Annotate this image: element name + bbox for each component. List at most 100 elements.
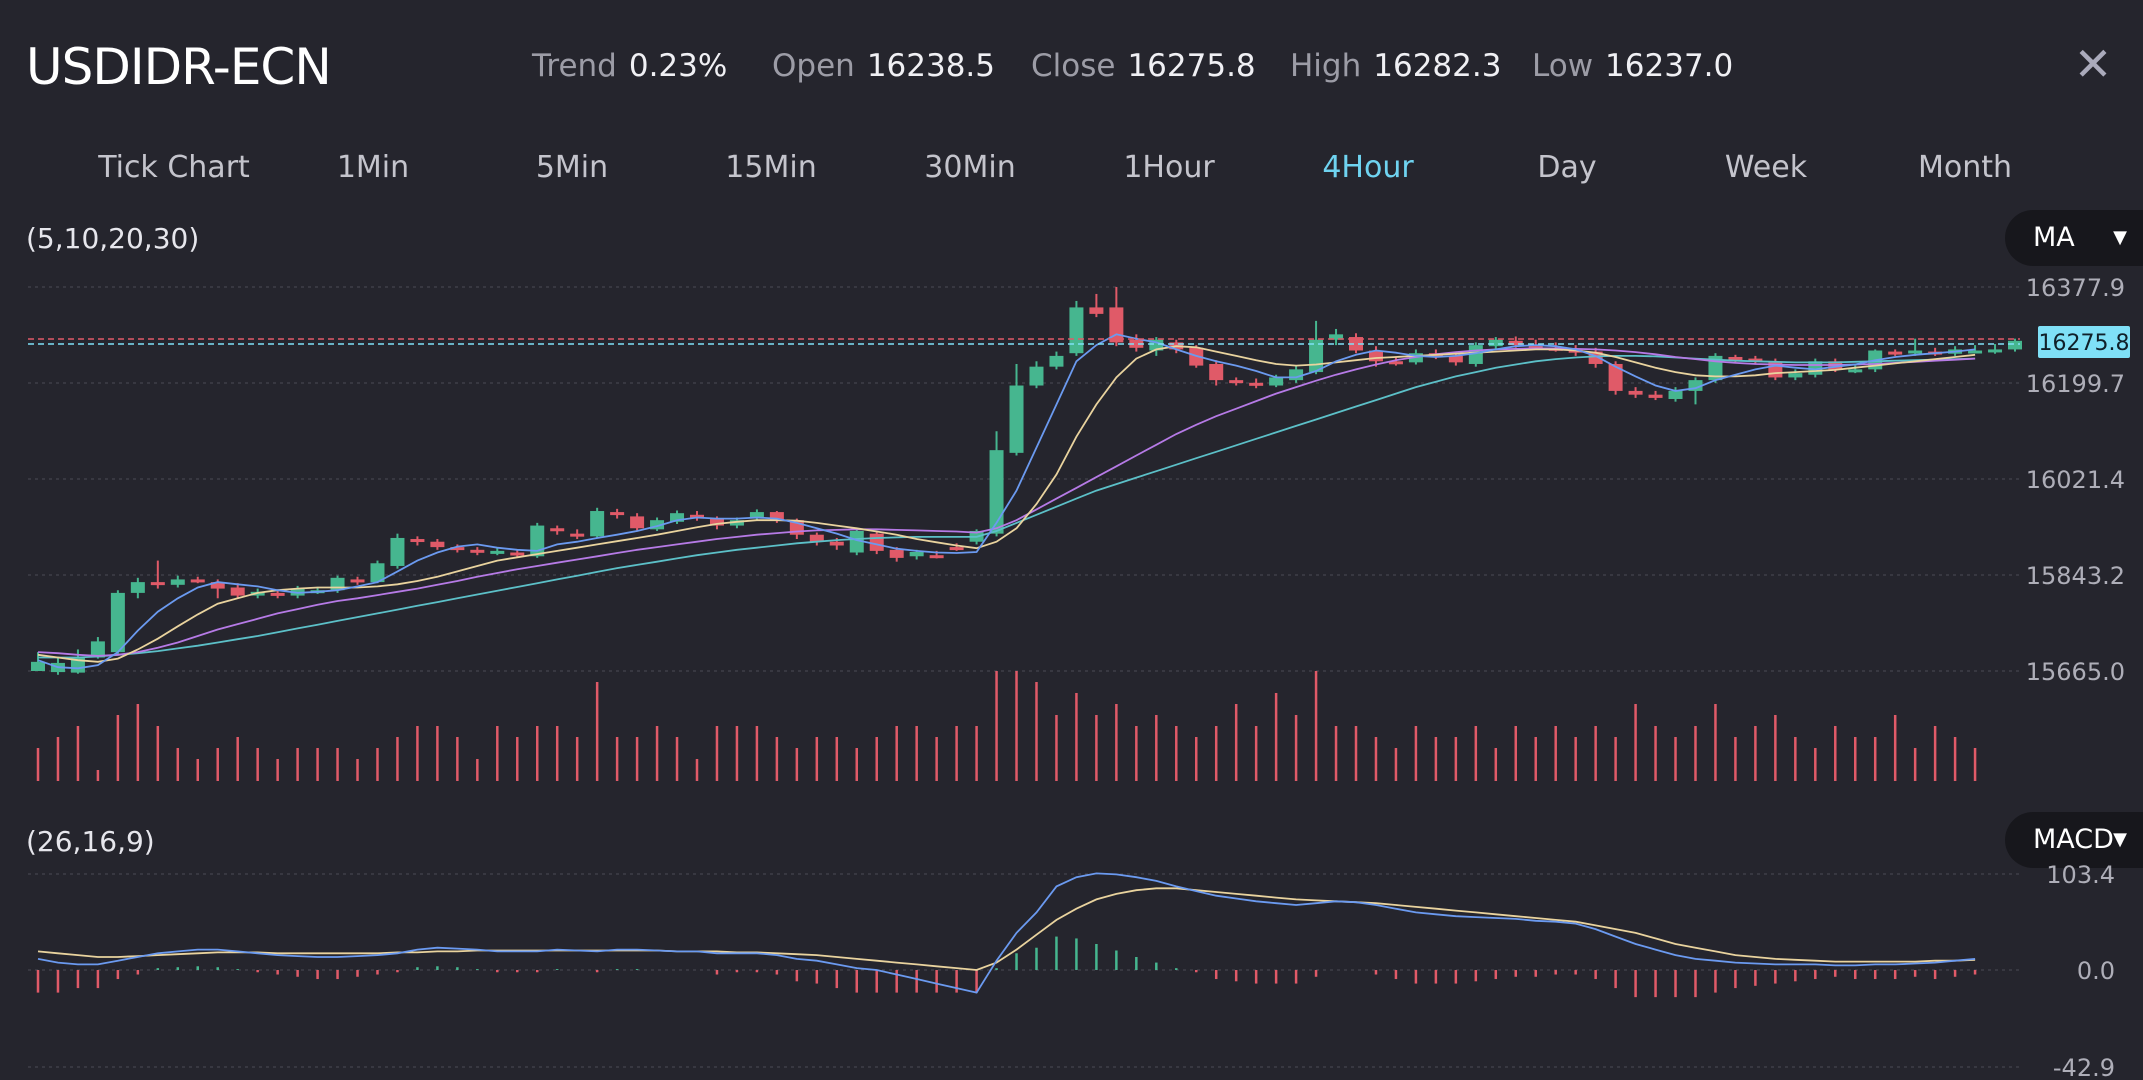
candle-up <box>1468 345 1483 364</box>
high-stat: High 16282.3 <box>1290 48 1501 84</box>
candle-down <box>1189 347 1204 366</box>
candle-up <box>50 662 65 673</box>
candle-down <box>1089 307 1104 314</box>
candle-up <box>1968 350 1983 354</box>
chart-header: USDIDR-ECN Trend 0.23% Open 16238.5 Close 1… <box>0 0 2143 185</box>
symbol-title: USDIDR-ECN <box>26 38 332 96</box>
tab-1min[interactable]: 1Min <box>336 150 410 185</box>
tab-30min[interactable]: 30Min <box>924 150 1016 185</box>
candle-down <box>1508 340 1523 346</box>
macd-params: (26,16,9) <box>26 825 155 858</box>
candle-down <box>430 541 445 548</box>
tab-1hour[interactable]: 1Hour <box>1123 150 1215 185</box>
candle-down <box>630 516 645 529</box>
trend-stat: Trend 0.23% <box>532 48 727 84</box>
candle-up <box>1408 353 1423 363</box>
price-tick-label: 16021.4 <box>2026 466 2125 494</box>
candle-up <box>1688 380 1703 391</box>
candle-up <box>729 520 744 526</box>
candle-down <box>1728 356 1743 360</box>
candle-up <box>909 551 924 557</box>
candle-up <box>1049 355 1064 367</box>
candle-up <box>849 530 864 553</box>
candle-up <box>1848 369 1863 373</box>
ma10-line <box>37 345 1976 663</box>
timeframe-tabs: Tick Chart 1Min 5Min 15Min 30Min 1Hour 4… <box>0 150 2030 190</box>
macd-dif-line <box>37 872 1976 994</box>
tab-day[interactable]: Day <box>1537 150 1597 185</box>
candle-up <box>250 591 265 596</box>
candle-up <box>330 577 345 591</box>
tab-tick-chart[interactable]: Tick Chart <box>98 150 250 185</box>
ma-selector-label: MA <box>2033 222 2075 253</box>
candle-down <box>929 555 944 559</box>
candle-up <box>31 661 45 671</box>
open-label: Open <box>772 48 855 84</box>
tab-15min[interactable]: 15Min <box>725 150 817 185</box>
candle-up <box>1009 385 1024 453</box>
candle-down <box>889 549 904 558</box>
ma20-line <box>37 347 1976 657</box>
candle-down <box>869 533 884 551</box>
open-value: 16238.5 <box>866 48 996 84</box>
candle-down <box>1249 382 1264 386</box>
candle-down <box>610 512 625 516</box>
candle-up <box>290 588 305 596</box>
candle-down <box>410 539 425 543</box>
candle-down <box>450 547 465 551</box>
macd-selector-label: MACD <box>2033 824 2114 855</box>
candle-up <box>530 525 545 557</box>
low-label: Low <box>1532 48 1594 84</box>
candle-down <box>1388 361 1403 365</box>
macd-selector[interactable]: MACD ▼ <box>2005 812 2143 868</box>
candle-down <box>1169 342 1184 350</box>
candle-down <box>1448 355 1463 363</box>
candle-up <box>370 563 385 583</box>
candle-up <box>1289 369 1304 381</box>
ma-params: (5,10,20,30) <box>26 222 200 255</box>
tab-week[interactable]: Week <box>1724 150 1808 185</box>
tab-5min[interactable]: 5Min <box>535 150 609 185</box>
candle-down <box>1129 339 1144 348</box>
candle-down <box>949 547 964 551</box>
candle-down <box>1229 380 1244 384</box>
close-button[interactable]: ✕ <box>2069 40 2117 88</box>
candle-up <box>749 512 764 519</box>
candle-up <box>1329 334 1344 340</box>
candle-up <box>1988 349 2003 353</box>
candle-up <box>490 550 505 554</box>
candle-up <box>650 520 665 530</box>
candle-up <box>1488 339 1503 347</box>
high-value: 16282.3 <box>1373 48 1502 84</box>
candle-up <box>310 590 325 594</box>
candle-up <box>1868 350 1883 370</box>
ma-selector[interactable]: MA ▼ <box>2005 210 2143 266</box>
candle-up <box>110 592 125 653</box>
candle-down <box>270 592 285 596</box>
candle-up <box>1309 339 1324 373</box>
macd-tick-label: 0.0 <box>2077 957 2115 985</box>
candle-up <box>170 579 185 585</box>
trend-label: Trend <box>532 48 617 84</box>
candle-down <box>1828 361 1843 370</box>
candle-down <box>1368 350 1383 362</box>
candle-down <box>769 512 784 521</box>
candle-down <box>1748 358 1763 362</box>
candle-up <box>130 582 145 593</box>
current-price-tag <box>2038 325 2130 358</box>
candle-up <box>1269 377 1284 386</box>
candle-down <box>1588 351 1603 364</box>
candle-down <box>1209 363 1224 381</box>
tab-month[interactable]: Month <box>1917 150 2013 185</box>
candle-down <box>1528 345 1543 349</box>
candle-down <box>190 579 205 583</box>
close-value: 16275.8 <box>1127 48 1256 84</box>
ma30-line <box>38 354 1976 659</box>
candle-up <box>390 537 405 566</box>
current-price-value: 16275.8 <box>2039 331 2130 356</box>
open-stat: Open 16238.5 <box>772 48 995 84</box>
candle-down <box>809 534 824 542</box>
candle-down <box>1608 363 1623 391</box>
candle-down <box>210 582 225 589</box>
tab-4hour[interactable]: 4Hour <box>1322 150 1414 185</box>
